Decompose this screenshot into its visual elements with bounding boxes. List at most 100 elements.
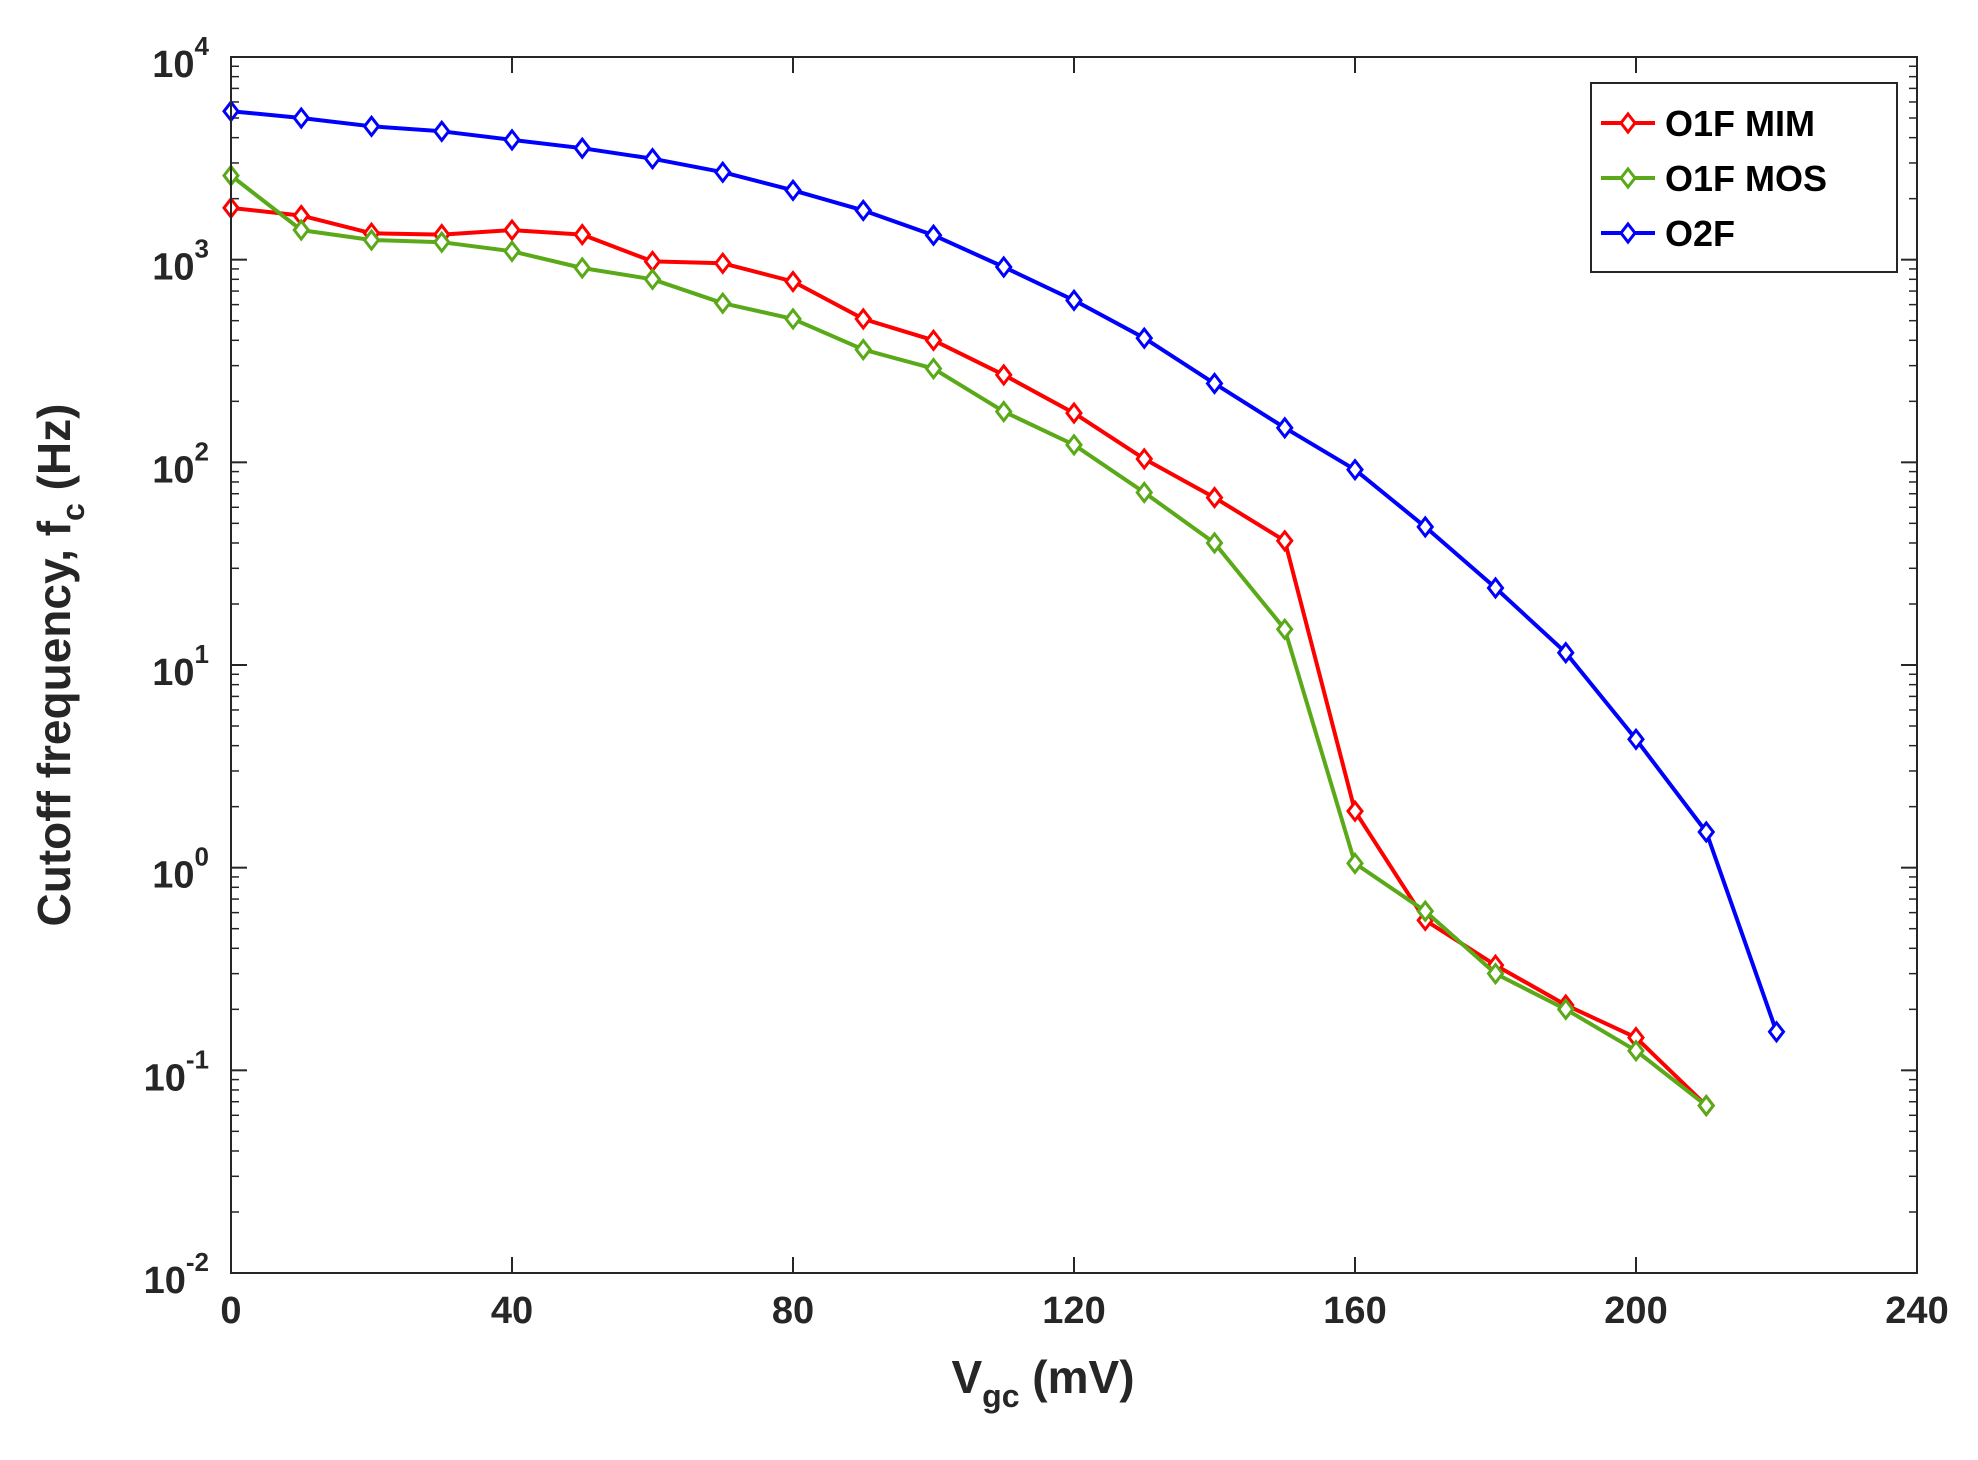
x-tick-label: 0 bbox=[220, 1290, 241, 1332]
data-point-o1f-mos bbox=[784, 307, 802, 331]
data-point-o1f-mos bbox=[1416, 899, 1435, 923]
y-axis-title: Cutoff frequency, fc (Hz) bbox=[28, 404, 91, 927]
data-point-o1f-mos bbox=[1275, 617, 1294, 641]
series-layer bbox=[222, 99, 1786, 1118]
y-axis-title-main: Cutoff frequency, f bbox=[28, 520, 80, 926]
y-tick-label: 103 bbox=[152, 234, 209, 289]
data-point-o2f bbox=[1205, 372, 1224, 395]
data-point-o2f bbox=[1416, 515, 1435, 539]
x-tick-label: 200 bbox=[1604, 1290, 1667, 1332]
y-tick-label: 10-2 bbox=[144, 1247, 209, 1302]
data-point-o2f bbox=[1486, 576, 1505, 600]
legend-item-o1f-mos: O1F MOS bbox=[1601, 158, 1827, 199]
y-tick-label: 104 bbox=[152, 31, 209, 86]
x-axis-title-main: V bbox=[951, 1351, 982, 1403]
y-tick-exponent: 4 bbox=[195, 31, 210, 61]
data-point-o1f-mos bbox=[503, 239, 521, 263]
data-point-o1f-mos bbox=[1346, 851, 1364, 875]
data-point-o1f-mim bbox=[503, 218, 521, 242]
y-axis-title-rest: (Hz) bbox=[28, 404, 80, 504]
data-point-o2f bbox=[1697, 820, 1716, 844]
data-point-o1f-mos bbox=[1556, 997, 1575, 1021]
data-point-o1f-mos bbox=[1135, 481, 1154, 504]
data-point-o2f bbox=[1065, 288, 1083, 312]
legend-swatch-marker bbox=[1619, 111, 1637, 135]
legend-item-o1f-mim: O1F MIM bbox=[1601, 103, 1815, 144]
y-tick-base: 10 bbox=[144, 1260, 186, 1302]
data-point-o1f-mim bbox=[1205, 486, 1224, 510]
y-tick-exponent: -1 bbox=[186, 1044, 209, 1074]
data-point-o1f-mos bbox=[292, 218, 311, 242]
y-tick-base: 10 bbox=[144, 1057, 186, 1099]
series-o2f bbox=[222, 99, 1786, 1044]
x-tick-label: 240 bbox=[1885, 1290, 1948, 1332]
data-point-o1f-mos bbox=[643, 267, 662, 291]
data-point-o2f bbox=[362, 114, 381, 138]
data-point-o1f-mim bbox=[1346, 799, 1364, 823]
data-point-o1f-mim bbox=[573, 223, 592, 247]
data-point-o1f-mos bbox=[1486, 962, 1505, 986]
data-point-o1f-mim bbox=[1065, 401, 1083, 425]
y-tick-label: 10-1 bbox=[144, 1044, 209, 1099]
x-tick-label: 120 bbox=[1042, 1290, 1105, 1332]
legend-label: O1F MOS bbox=[1665, 158, 1827, 199]
y-axis-title-sub: c bbox=[55, 503, 91, 521]
series-line-o1f-mos bbox=[229, 174, 1708, 1108]
data-point-o2f bbox=[643, 147, 662, 171]
y-tick-base: 10 bbox=[152, 247, 194, 289]
x-tick-label: 40 bbox=[491, 1290, 533, 1332]
data-point-o2f bbox=[1275, 416, 1294, 440]
data-point-o1f-mos bbox=[362, 228, 381, 252]
data-point-o1f-mos bbox=[432, 230, 451, 254]
data-point-o2f bbox=[1346, 458, 1364, 482]
y-tick-exponent: 1 bbox=[195, 639, 209, 669]
y-tick-label: 100 bbox=[152, 842, 209, 897]
data-point-o2f bbox=[1135, 326, 1154, 350]
y-tick-exponent: 3 bbox=[195, 234, 209, 264]
data-point-o2f bbox=[573, 136, 592, 160]
y-tick-base: 10 bbox=[152, 855, 194, 897]
data-point-o1f-mos bbox=[1065, 433, 1083, 457]
y-tick-base: 10 bbox=[152, 652, 194, 694]
x-tick-label: 80 bbox=[772, 1290, 814, 1332]
x-axis-title: Vgc (mV) bbox=[951, 1351, 1134, 1414]
series-o1f-mos bbox=[222, 164, 1716, 1118]
y-tick-exponent: 0 bbox=[195, 842, 209, 872]
plot-frame bbox=[230, 56, 1918, 1274]
data-point-o1f-mos bbox=[854, 338, 873, 362]
data-point-o2f bbox=[1627, 727, 1645, 751]
legend-swatch-marker bbox=[1619, 221, 1637, 245]
x-axis-title-rest: (mV) bbox=[1020, 1351, 1135, 1403]
data-point-o1f-mim bbox=[784, 270, 802, 293]
y-tick-base: 10 bbox=[152, 44, 194, 86]
legend-swatch-marker bbox=[1619, 166, 1637, 190]
data-point-o2f bbox=[1556, 641, 1575, 665]
data-point-o2f bbox=[432, 119, 451, 143]
data-point-o1f-mos bbox=[573, 256, 592, 280]
x-tick-label: 160 bbox=[1323, 1290, 1386, 1332]
data-point-o1f-mim bbox=[924, 328, 943, 352]
y-tick-exponent: -2 bbox=[186, 1247, 209, 1277]
data-point-o2f bbox=[1767, 1020, 1786, 1044]
y-tick-label: 101 bbox=[152, 639, 209, 694]
data-point-o1f-mim bbox=[994, 363, 1013, 387]
data-point-o1f-mos bbox=[994, 400, 1013, 424]
data-point-o1f-mim bbox=[1275, 529, 1294, 553]
data-point-o1f-mim bbox=[1135, 447, 1154, 471]
data-point-o2f bbox=[713, 160, 732, 184]
data-point-o1f-mim bbox=[854, 307, 873, 331]
data-point-o2f bbox=[854, 198, 873, 222]
y-tick-base: 10 bbox=[152, 449, 194, 491]
data-point-o2f bbox=[994, 255, 1013, 279]
data-point-o2f bbox=[924, 223, 943, 247]
data-point-o1f-mos bbox=[1205, 531, 1224, 555]
legend: O1F MIM O1F MOS O2F bbox=[1590, 82, 1898, 273]
data-point-o2f bbox=[503, 128, 521, 152]
legend-label: O1F MIM bbox=[1665, 103, 1815, 144]
legend-label: O2F bbox=[1665, 213, 1735, 254]
data-point-o1f-mim bbox=[713, 251, 732, 275]
data-point-o1f-mos bbox=[1627, 1039, 1645, 1063]
x-axis-title-sub: gc bbox=[982, 1378, 1019, 1414]
